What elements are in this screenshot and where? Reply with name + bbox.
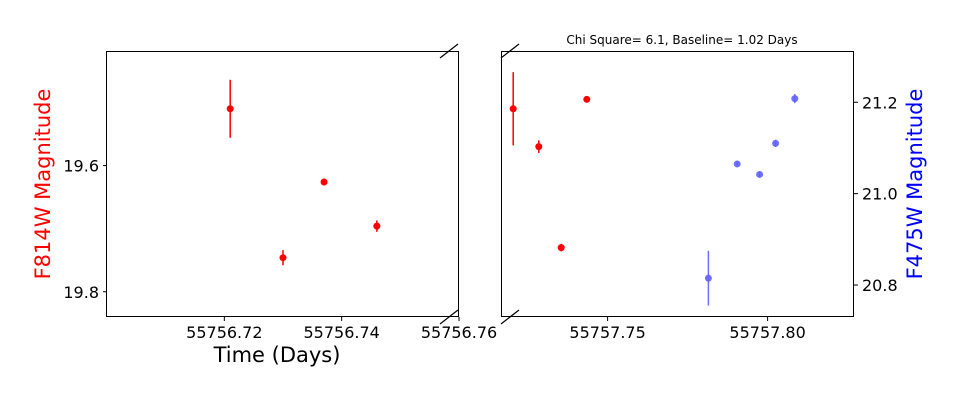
data-points bbox=[226, 72, 799, 306]
x-tick-label: 55756.76 bbox=[421, 323, 497, 342]
data-point bbox=[535, 143, 543, 151]
right-panel-frame bbox=[501, 51, 854, 317]
data-point bbox=[226, 105, 234, 113]
axis-break-marks bbox=[439, 43, 520, 325]
data-point bbox=[704, 274, 712, 282]
x-tick-label: 55757.75 bbox=[569, 323, 645, 342]
right-y-axis-label: F475W Magnitude bbox=[903, 89, 927, 280]
data-point bbox=[583, 95, 591, 103]
data-point bbox=[279, 254, 287, 262]
data-point bbox=[557, 244, 565, 252]
y-tick-label: 19.8 bbox=[63, 283, 99, 302]
x-tick-label: 55756.74 bbox=[303, 323, 379, 342]
axis-break-mark bbox=[439, 309, 459, 325]
x-tick-label: 55756.72 bbox=[186, 323, 262, 342]
right-panel-ticks: 55757.75 55757.80 20.8 21.0 21.2 bbox=[569, 93, 897, 342]
data-point bbox=[373, 222, 381, 230]
x-axis-label: Time (Days) bbox=[213, 343, 341, 367]
y-tick-label: 21.2 bbox=[862, 93, 898, 112]
axis-break-mark bbox=[439, 43, 459, 59]
y-tick-label: 21.0 bbox=[862, 185, 898, 204]
axis-break-mark bbox=[500, 309, 520, 325]
chart-title: Chi Square= 6.1, Baseline= 1.02 Days bbox=[566, 33, 797, 47]
left-panel-frame bbox=[106, 51, 459, 317]
data-point bbox=[320, 178, 328, 186]
y-tick-label: 20.8 bbox=[862, 276, 898, 295]
left-panel-ticks: 55756.72 55756.74 55756.76 19.6 19.8 bbox=[63, 157, 497, 342]
data-point bbox=[509, 105, 517, 113]
data-point bbox=[791, 95, 799, 103]
y-tick-label: 19.6 bbox=[63, 157, 99, 176]
left-y-axis-label: F814W Magnitude bbox=[31, 89, 55, 280]
axis-break-mark bbox=[500, 43, 520, 59]
data-point bbox=[772, 139, 780, 147]
data-point bbox=[733, 160, 741, 168]
data-point bbox=[756, 170, 764, 178]
x-tick-label: 55757.80 bbox=[729, 323, 805, 342]
